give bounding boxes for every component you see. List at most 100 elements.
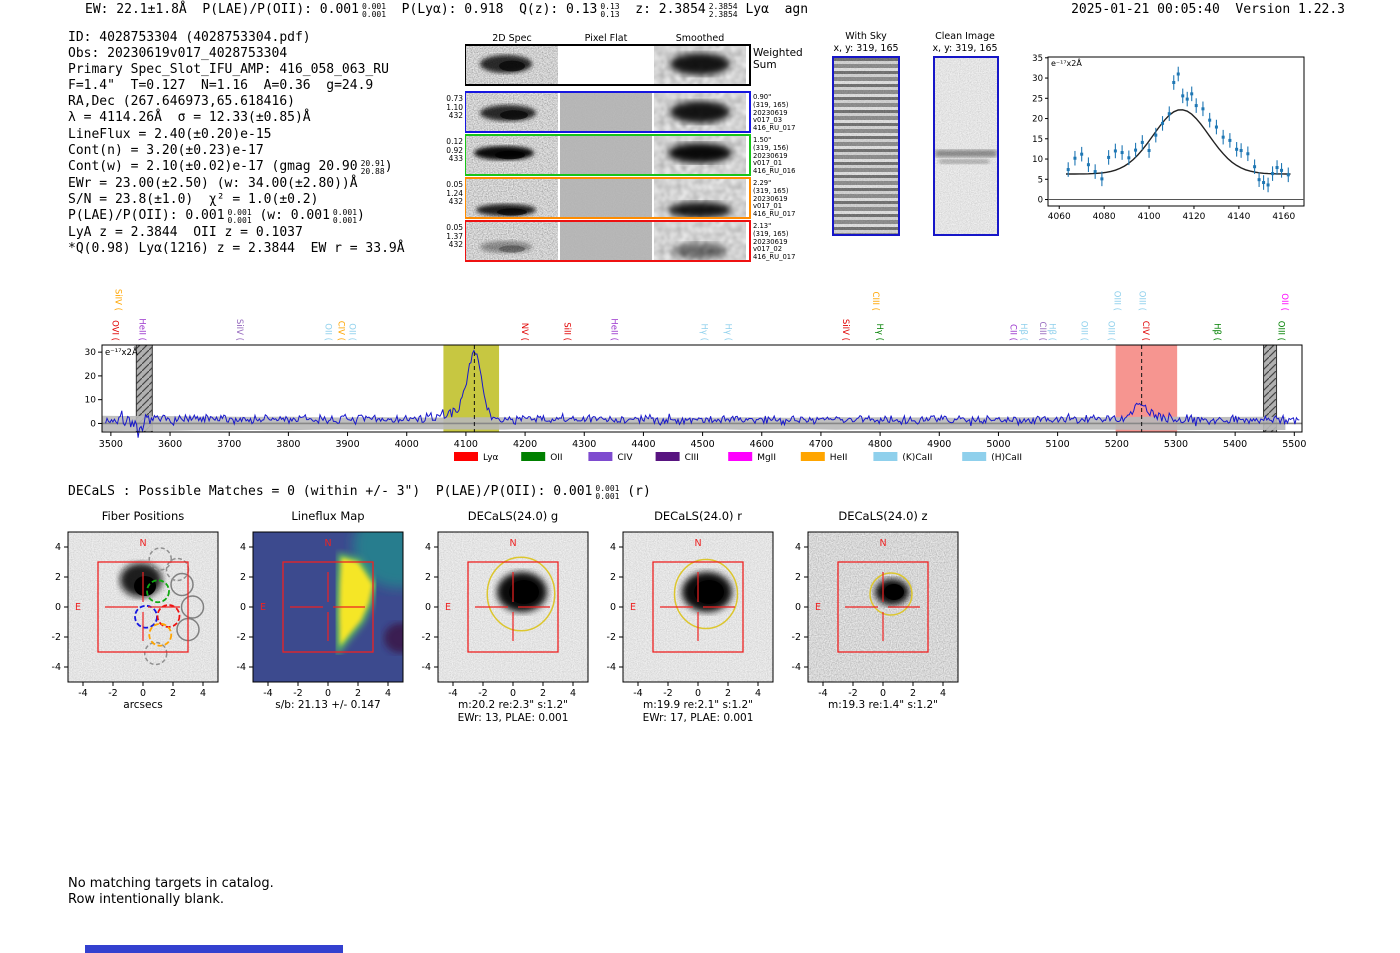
spec2d-col-title: Smoothed xyxy=(675,33,725,44)
svg-text:CIV: CIV xyxy=(617,453,633,463)
svg-text:2: 2 xyxy=(910,688,916,699)
spec2d-image xyxy=(466,179,558,217)
svg-text:-2: -2 xyxy=(52,632,61,643)
svg-text:0: 0 xyxy=(90,419,96,429)
svg-text:N: N xyxy=(509,538,516,549)
svg-text:N: N xyxy=(324,538,331,549)
text-run: LyA z = 2.3844 OII z = 0.1037 xyxy=(68,224,303,240)
svg-text:-4: -4 xyxy=(422,662,431,673)
svg-text:OII: OII xyxy=(550,453,562,463)
svg-text:4: 4 xyxy=(755,688,761,699)
stacked-limits: 0.001 0.001 xyxy=(361,2,387,19)
spec2d-row-annotation: 1.50" (319, 156) 20230619 v017_01 416_RU_016 xyxy=(753,136,796,176)
svg-text:E: E xyxy=(75,602,81,613)
svg-text:CIV (: CIV ( xyxy=(336,321,346,341)
decals-match-line: DECaLS : Possible Matches = 0 (within +/… xyxy=(68,484,651,501)
svg-text:Lineflux Map: Lineflux Map xyxy=(291,509,364,523)
svg-text:4: 4 xyxy=(795,542,801,553)
cutout-image xyxy=(623,532,773,682)
svg-text:Hγ (: Hγ ( xyxy=(874,324,884,341)
svg-text:0: 0 xyxy=(510,688,516,699)
smoothed-image xyxy=(654,93,746,131)
info-line: ID: 4028753304 (4028753304.pdf) xyxy=(68,30,405,46)
stacked-limits: 0.13 0.13 xyxy=(600,2,620,19)
pixel-flat-image xyxy=(560,222,652,260)
info-line: LineFlux = 2.40(±0.20)e-15 xyxy=(68,127,405,143)
text-run: LineFlux = 2.40(±0.20)e-15 xyxy=(68,126,272,142)
clean-image-title: Clean Image xyxy=(935,31,995,42)
svg-text:4: 4 xyxy=(940,688,946,699)
footer-notes: No matching targets in catalog. Row inten… xyxy=(68,876,274,907)
info-line: Cont(w) = 2.10(±0.02)e-17 (gmag 20.90 20.… xyxy=(68,159,405,176)
clean-image xyxy=(933,56,999,236)
header-summary: EW: 22.1±1.8Å P(LAE)/P(OII): 0.001 0.001 0… xyxy=(85,2,808,19)
svg-text:0: 0 xyxy=(610,602,616,613)
spec2d-row-annotation: 2.13" (319, 165) 20230619 v017_02 416_RU_017 xyxy=(753,222,796,262)
svg-text:Hβ (: Hβ ( xyxy=(1018,323,1028,341)
spec2d-row-annotation: 0.90" (319, 165) 20230619 v017_03 416_RU_017 xyxy=(753,93,796,133)
spec2d-row-scales: 0.12 0.92 433 xyxy=(446,137,463,163)
text-run: F=1.4" T=0.127 N=1.16 A=0.36 g=24.9 xyxy=(68,78,374,94)
pixel-flat-image xyxy=(560,46,652,84)
info-line: Primary Spec_Slot_IFU_AMP: 416_058_063_R… xyxy=(68,62,405,78)
svg-text:0: 0 xyxy=(880,688,886,699)
cutout-image xyxy=(68,532,218,682)
svg-text:OIII (: OIII ( xyxy=(1078,321,1088,341)
stacked-limits: 0.001 0.001 xyxy=(332,207,358,225)
svg-text:4000: 4000 xyxy=(395,439,419,450)
svg-text:NV (: NV ( xyxy=(519,323,529,341)
info-line: *Q(0.98) Lyα(1216) z = 2.3844 EW r = 33.… xyxy=(68,241,405,257)
svg-text:4120: 4120 xyxy=(1183,212,1206,222)
svg-text:-2: -2 xyxy=(293,688,302,699)
svg-text:2: 2 xyxy=(240,572,246,583)
svg-text:DECaLS(24.0) g: DECaLS(24.0) g xyxy=(468,509,558,523)
svg-text:4080: 4080 xyxy=(1093,212,1116,222)
svg-text:CIII (: CIII ( xyxy=(1037,322,1047,341)
svg-text:Hγ (: Hγ ( xyxy=(698,324,708,341)
info-line: LyA z = 2.3844 OII z = 0.1037 xyxy=(68,225,405,241)
cutout-image xyxy=(438,532,588,682)
cutout-image xyxy=(808,532,958,682)
svg-text:2: 2 xyxy=(725,688,731,699)
stacked-limits: 2.3854 2.3854 xyxy=(708,2,738,19)
stacked-limits: 0.001 0.001 xyxy=(595,484,620,501)
info-line: S/N = 23.8(±1.0) χ² = 1.0(±0.2) xyxy=(68,192,405,208)
text-run: EW: 22.1±1.8Å P(LAE)/P(OII): 0.001 xyxy=(85,2,359,17)
svg-text:-2: -2 xyxy=(422,632,431,643)
svg-text:HeII (: HeII ( xyxy=(136,318,146,341)
smoothed-image xyxy=(654,222,746,260)
line-legend: Lyα OII CIV CIII MgII HeII (K)CaII (H)CaII xyxy=(454,452,1022,463)
svg-text:Fiber Positions: Fiber Positions xyxy=(102,509,185,523)
info-line: Cont(n) = 3.20(±0.23)e-17 xyxy=(68,143,405,159)
svg-text:5500: 5500 xyxy=(1282,439,1306,450)
svg-text:4: 4 xyxy=(610,542,616,553)
clean-image-coords: x, y: 319, 165 xyxy=(932,43,998,54)
svg-text:4200: 4200 xyxy=(513,439,537,450)
svg-text:N: N xyxy=(694,538,701,549)
svg-text:4300: 4300 xyxy=(572,439,596,450)
svg-text:-2: -2 xyxy=(607,632,616,643)
spec2d-image xyxy=(466,222,558,260)
svg-text:4100: 4100 xyxy=(454,439,478,450)
svg-text:-4: -4 xyxy=(263,688,272,699)
spec2d-row-scales: 0.05 1.24 432 xyxy=(446,180,463,206)
spec2d-row-annotation: Weighted Sum xyxy=(753,47,803,71)
svg-text:4700: 4700 xyxy=(809,439,833,450)
text-run: λ = 4114.26Å σ = 12.33(±0.85)Å xyxy=(68,110,311,126)
svg-text:4800: 4800 xyxy=(868,439,892,450)
svg-text:4100: 4100 xyxy=(1138,212,1161,222)
svg-text:2: 2 xyxy=(55,572,61,583)
svg-text:5000: 5000 xyxy=(986,439,1010,450)
svg-text:30: 30 xyxy=(1032,74,1043,84)
text-run: (w: 0.001 xyxy=(251,207,330,223)
footer-line: No matching targets in catalog. xyxy=(68,876,274,891)
text-run: *Q(0.98) Lyα(1216) z = 2.3844 EW r = 33.… xyxy=(68,240,405,256)
svg-text:E: E xyxy=(815,602,821,613)
svg-text:4600: 4600 xyxy=(750,439,774,450)
svg-text:s/b: 21.13 +/- 0.147: s/b: 21.13 +/- 0.147 xyxy=(275,699,380,711)
svg-text:HeII: HeII xyxy=(830,453,848,463)
stacked-limits: 20.91 20.88 xyxy=(360,158,385,176)
smoothed-image xyxy=(654,136,746,174)
svg-text:20: 20 xyxy=(85,372,97,382)
